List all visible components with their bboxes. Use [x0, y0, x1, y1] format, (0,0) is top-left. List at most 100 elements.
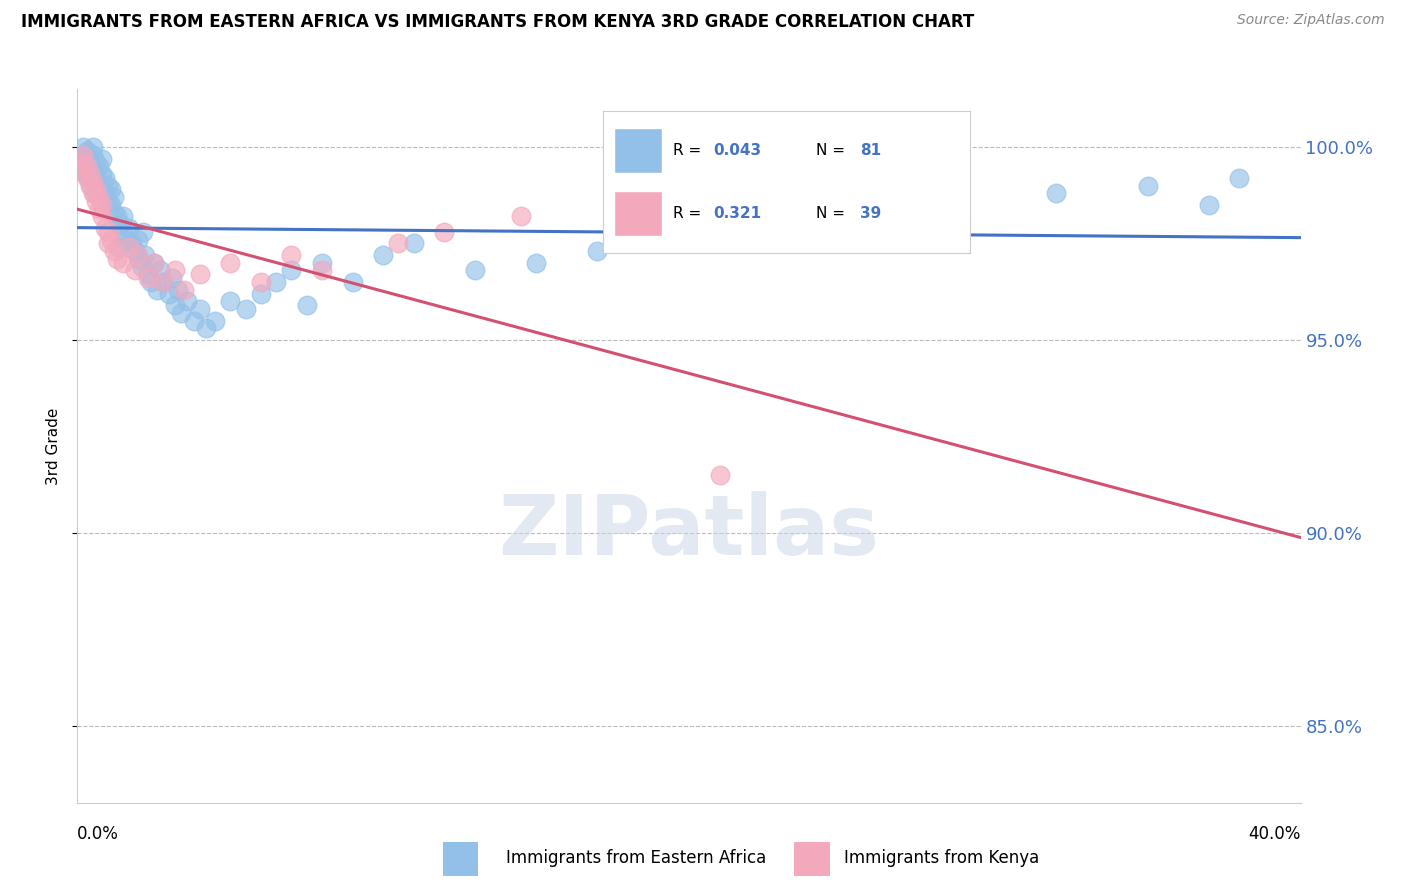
- Point: [152, 275, 174, 289]
- Point: [79, 167, 101, 181]
- Point: [124, 244, 146, 259]
- Point: [103, 190, 125, 204]
- Point: [149, 263, 172, 277]
- Point: [250, 275, 273, 289]
- Point: [922, 210, 945, 224]
- Text: Immigrants from Kenya: Immigrants from Kenya: [844, 849, 1039, 867]
- Point: [73, 163, 96, 178]
- Point: [139, 275, 162, 289]
- Point: [84, 170, 107, 185]
- Point: [112, 225, 135, 239]
- Point: [142, 256, 165, 270]
- Text: 0.0%: 0.0%: [77, 825, 120, 843]
- Point: [311, 263, 333, 277]
- Point: [188, 268, 211, 282]
- Y-axis label: 3rd Grade: 3rd Grade: [45, 408, 60, 484]
- Point: [100, 198, 122, 212]
- Point: [173, 283, 195, 297]
- Point: [87, 175, 110, 189]
- Point: [131, 260, 153, 274]
- Point: [72, 140, 94, 154]
- Point: [87, 202, 110, 216]
- Point: [387, 236, 409, 251]
- Point: [142, 256, 165, 270]
- Text: Immigrants from Eastern Africa: Immigrants from Eastern Africa: [506, 849, 766, 867]
- Point: [97, 194, 120, 208]
- Point: [77, 170, 100, 185]
- Point: [82, 140, 104, 154]
- Point: [204, 313, 226, 327]
- Point: [94, 186, 117, 201]
- Point: [82, 163, 104, 178]
- Point: [1045, 186, 1067, 201]
- Point: [90, 198, 112, 212]
- Point: [83, 186, 105, 201]
- Point: [1198, 198, 1220, 212]
- Point: [76, 170, 98, 185]
- Point: [76, 155, 98, 169]
- Point: [112, 210, 135, 224]
- Point: [100, 233, 122, 247]
- Point: [136, 268, 159, 282]
- Point: [87, 190, 110, 204]
- Point: [84, 182, 107, 196]
- Point: [165, 298, 187, 312]
- Point: [188, 301, 211, 316]
- Point: [103, 205, 125, 219]
- Point: [157, 286, 180, 301]
- Point: [105, 252, 128, 266]
- Point: [118, 240, 141, 254]
- Text: ZIPatlas: ZIPatlas: [499, 491, 879, 572]
- Point: [97, 178, 120, 193]
- Point: [94, 221, 117, 235]
- Point: [107, 240, 129, 254]
- Point: [76, 144, 98, 158]
- Point: [134, 248, 156, 262]
- Point: [128, 248, 150, 262]
- Text: IMMIGRANTS FROM EASTERN AFRICA VS IMMIGRANTS FROM KENYA 3RD GRADE CORRELATION CH: IMMIGRANTS FROM EASTERN AFRICA VS IMMIGR…: [21, 13, 974, 31]
- Point: [709, 467, 731, 482]
- Point: [464, 263, 486, 277]
- Point: [70, 155, 93, 169]
- Point: [90, 210, 112, 224]
- Point: [124, 263, 146, 277]
- Point: [524, 256, 547, 270]
- Point: [90, 182, 112, 196]
- Point: [831, 225, 853, 239]
- Point: [121, 236, 143, 251]
- Point: [250, 286, 273, 301]
- Point: [84, 155, 107, 169]
- Point: [97, 225, 120, 239]
- Point: [280, 248, 302, 262]
- Point: [183, 313, 205, 327]
- Point: [72, 148, 94, 162]
- Point: [311, 256, 333, 270]
- Point: [152, 275, 174, 289]
- Point: [72, 155, 94, 169]
- Text: Source: ZipAtlas.com: Source: ZipAtlas.com: [1237, 13, 1385, 28]
- Point: [90, 167, 112, 181]
- Point: [97, 236, 120, 251]
- Point: [132, 225, 155, 239]
- Point: [82, 148, 104, 162]
- Point: [1136, 178, 1159, 193]
- Point: [128, 233, 150, 247]
- Point: [128, 252, 150, 266]
- Point: [170, 306, 193, 320]
- Point: [586, 244, 609, 259]
- Point: [82, 186, 104, 201]
- Point: [295, 298, 318, 312]
- Point: [115, 233, 138, 247]
- Point: [72, 148, 94, 162]
- Point: [76, 159, 98, 173]
- Point: [647, 217, 669, 231]
- Point: [69, 163, 91, 178]
- Point: [235, 301, 257, 316]
- Point: [433, 225, 456, 239]
- Point: [1229, 170, 1251, 185]
- Text: 40.0%: 40.0%: [1249, 825, 1301, 843]
- Point: [280, 263, 302, 277]
- Point: [108, 217, 131, 231]
- Point: [90, 152, 112, 166]
- Point: [136, 271, 159, 285]
